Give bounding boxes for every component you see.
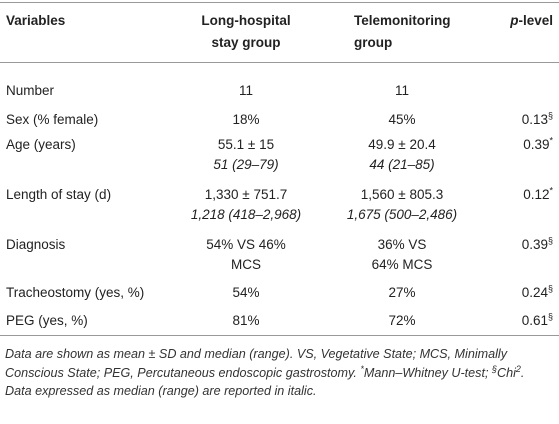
table-header: Variables Long-hospital stay group Telemo… <box>0 2 559 63</box>
footnote-text: Chi <box>497 365 516 380</box>
variable-cell: Length of stay (d) <box>6 186 112 202</box>
data-table: Variables Long-hospital stay group Telemo… <box>0 2 559 336</box>
table-row: Sex (% female) 18% 45% 0.13§ <box>0 107 559 132</box>
header-line: group <box>354 35 393 50</box>
footnote: Data are shown as mean ± SD and median (… <box>5 345 553 401</box>
table-row: Tracheostomy (yes, %) 54% 27% 0.24§ <box>0 280 559 308</box>
tele-cell: 45% <box>314 107 490 132</box>
variable-cell: Diagnosis <box>6 236 66 252</box>
p-cell: 0.61§ <box>490 308 559 336</box>
p-mark: § <box>547 235 553 245</box>
p-mark: § <box>547 283 553 293</box>
header-italic: p <box>510 13 519 28</box>
median-range: 44 (21–85) <box>369 156 435 172</box>
table-body: Number 11 11 Sex (% female) 18% 45% 0.13§ Age (… <box>0 63 559 336</box>
variable-cell: Sex (% female) <box>6 111 99 127</box>
cell-line: 55.1 ± 15 <box>217 136 275 152</box>
tele-cell: 72% <box>314 308 490 336</box>
p-cell: 0.39* <box>490 132 559 182</box>
table-row: Diagnosis 54% VS 46% MCS 36% VS 64% MCS 0.39§ <box>0 232 559 280</box>
long-cell: 54% <box>178 280 314 308</box>
footnote-paragraph: Data are shown as mean ± SD and median (… <box>5 345 553 382</box>
p-value: 0.13 <box>521 111 548 127</box>
header-text: -level <box>518 13 553 28</box>
tele-cell: 11 <box>314 63 490 107</box>
footnote-note: Data expressed as median (range) are rep… <box>5 384 317 398</box>
median-range: 51 (29–79) <box>213 156 279 172</box>
table-row: Age (years) 55.1 ± 15 51 (29–79) 49.9 ± 20.… <box>0 132 559 182</box>
cell-line: 45% <box>388 111 416 127</box>
cell-line: 1,330 ± 751.7 <box>204 186 288 202</box>
p-mark: * <box>549 135 553 145</box>
variable-cell: Number <box>6 83 55 98</box>
p-value: 0.12 <box>523 186 550 202</box>
tele-cell: 1,560 ± 805.3 1,675 (500–2,486) <box>314 182 490 232</box>
footnote-sup: * <box>360 363 364 374</box>
cell-line: 27% <box>388 284 416 300</box>
footnote-text: . <box>520 365 525 380</box>
footnote-sup: 2 <box>515 363 521 374</box>
tele-cell: 36% VS 64% MCS <box>314 232 490 280</box>
p-value: 0.61 <box>521 312 548 328</box>
cell-line: 49.9 ± 20.4 <box>368 136 436 152</box>
footnote-text: Mann–Whitney U-test; <box>363 365 492 380</box>
cell-line: 54% <box>232 284 260 300</box>
p-value: 0.39 <box>521 236 548 252</box>
table-row: Length of stay (d) 1,330 ± 751.7 1,218 (41… <box>0 182 559 232</box>
cell-line: 72% <box>388 312 416 328</box>
long-cell: 1,330 ± 751.7 1,218 (418–2,968) <box>178 182 314 232</box>
long-cell: 18% <box>178 107 314 132</box>
tele-cell: 27% <box>314 280 490 308</box>
variable-cell: Tracheostomy (yes, %) <box>6 284 145 300</box>
header-cell: Long-hospital stay group <box>178 3 314 63</box>
header-row: Variables Long-hospital stay group Telemo… <box>0 2 559 63</box>
p-cell: 0.13§ <box>490 107 559 132</box>
long-cell: 81% <box>178 308 314 336</box>
table-row: Number 11 11 <box>0 63 559 107</box>
header-line: stay group <box>211 35 281 50</box>
variable-cell: PEG (yes, %) <box>6 312 88 328</box>
cell-line: 11 <box>238 83 253 98</box>
p-mark: § <box>547 110 553 120</box>
p-cell: 0.24§ <box>490 280 559 308</box>
long-cell: 54% VS 46% MCS <box>178 232 314 280</box>
median-range: 1,675 (500–2,486) <box>346 206 458 222</box>
cell-line: 81% <box>232 312 260 328</box>
long-cell: 55.1 ± 15 51 (29–79) <box>178 132 314 182</box>
tele-cell: 49.9 ± 20.4 44 (21–85) <box>314 132 490 182</box>
header-cell: Telemonitoring group <box>314 3 490 63</box>
footnote-sup: § <box>491 363 497 374</box>
cell-line: 11 <box>394 83 409 98</box>
p-cell: 0.39§ <box>490 232 559 280</box>
cell-line: 64% MCS <box>371 256 433 272</box>
p-cell <box>490 63 559 107</box>
header-line: Long-hospital <box>201 13 291 28</box>
p-value: 0.24 <box>521 284 548 300</box>
median-range: 1,218 (418–2,968) <box>190 206 302 222</box>
p-cell: 0.12* <box>490 182 559 232</box>
header-cell: p-level <box>490 3 559 63</box>
long-cell: 11 <box>178 63 314 107</box>
header-cell: Variables <box>6 13 66 28</box>
cell-line: MCS <box>231 256 261 272</box>
p-mark: * <box>549 185 553 195</box>
cell-line: 36% VS <box>377 236 427 252</box>
cell-line: 54% VS 46% <box>206 236 286 252</box>
cell-line: 1,560 ± 805.3 <box>360 186 444 202</box>
cell-line: 18% <box>232 111 260 127</box>
p-mark: § <box>547 311 553 321</box>
variable-cell: Age (years) <box>6 136 76 152</box>
header-line: Telemonitoring <box>354 13 451 28</box>
table-row: PEG (yes, %) 81% 72% 0.61§ <box>0 308 559 336</box>
footnote-text: Data are shown as mean ± SD and median (… <box>5 347 508 380</box>
p-value: 0.39 <box>523 136 550 152</box>
